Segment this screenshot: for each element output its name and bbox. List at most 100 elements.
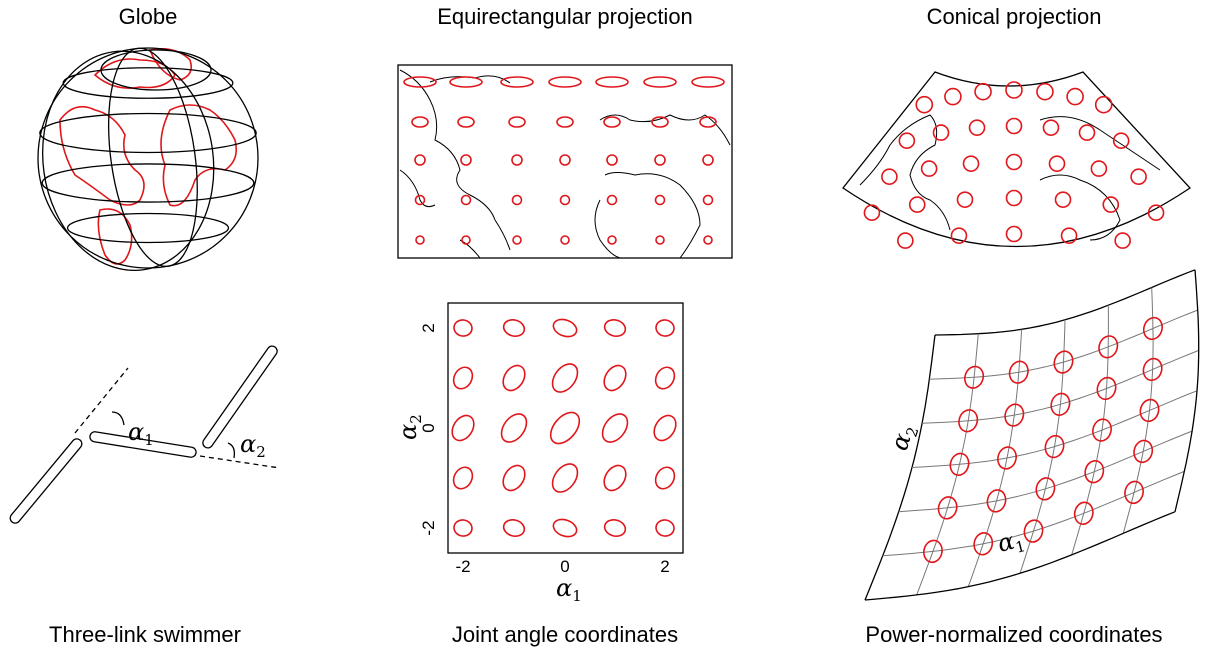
indicatrix [461, 155, 471, 165]
panel-title: Three-link swimmer [49, 622, 241, 647]
indicatrix [557, 117, 573, 127]
reference-line [75, 368, 128, 433]
indicatrices [404, 77, 724, 244]
map-frame [398, 65, 732, 258]
globe-outline [38, 48, 258, 268]
indicatrix [549, 77, 581, 87]
subscript: 2 [407, 414, 425, 424]
subscript: 1 [572, 587, 582, 605]
indicatrix [964, 156, 979, 171]
indicatrix [945, 89, 961, 105]
panel-title: Joint angle coordinates [452, 622, 678, 647]
coastlines [400, 70, 730, 258]
indicatrix [547, 359, 582, 397]
globe [29, 40, 258, 282]
subscript: 1 [144, 431, 154, 449]
indicatrix [703, 155, 713, 165]
indicatrix [692, 77, 724, 87]
indicatrix [607, 155, 617, 165]
indicatrices [448, 316, 681, 539]
indicatrix [644, 77, 676, 87]
indicatrix [604, 117, 620, 127]
indicatrix [600, 362, 631, 395]
indicatrix [1149, 205, 1164, 220]
indicatrix [655, 319, 676, 338]
indicatrix [450, 464, 476, 492]
parallel [42, 164, 254, 202]
indicatrix [1007, 119, 1022, 134]
indicatrix [603, 318, 627, 339]
indicatrix [453, 519, 474, 538]
indicatrix [462, 236, 470, 244]
indicatrix [415, 155, 425, 165]
indicatrix [509, 117, 525, 127]
x-axis-label: α1 [995, 524, 1027, 560]
indicatrix [596, 77, 628, 87]
indicatrix [1067, 89, 1083, 105]
indicatrix [1079, 125, 1094, 140]
symbol: α [240, 430, 256, 458]
indicatrix [652, 464, 678, 492]
indicatrix [898, 233, 913, 248]
indicatrix [458, 117, 474, 127]
panel-title: Power-normalized coordinates [865, 622, 1162, 647]
indicatrix [448, 412, 479, 445]
x-tick-label: -2 [455, 557, 470, 576]
indicatrix [975, 84, 991, 100]
indicatrix [547, 459, 582, 497]
indicatrix [882, 169, 897, 184]
grid-border [865, 335, 935, 600]
symbol: α [128, 418, 144, 446]
indicatrix [899, 133, 914, 148]
symbol: α [556, 574, 572, 602]
indicatrix [1049, 156, 1064, 171]
continent [60, 107, 144, 205]
indicatrix [656, 196, 665, 205]
indicatrix [499, 462, 530, 495]
panel-title: Globe [119, 4, 178, 29]
indicatrix [656, 236, 664, 244]
x-tick-label: 2 [660, 557, 669, 576]
indicatrix [910, 197, 925, 212]
indicatrix [652, 117, 668, 127]
indicatrix [551, 316, 579, 339]
x-axis-label: α1 [556, 574, 582, 605]
indicatrix [560, 155, 570, 165]
figure: Globe Equirectangular projection Conical… [0, 0, 1226, 652]
y-tick-label: 2 [419, 323, 438, 332]
link [8, 437, 84, 525]
indicatrix [608, 196, 617, 205]
grid-line [1020, 320, 1065, 574]
indicatrix [650, 412, 681, 445]
continent [161, 105, 236, 206]
indicatrix [1007, 191, 1022, 206]
indicatrix [551, 516, 579, 539]
indicatrix [603, 518, 627, 539]
indicatrix [561, 236, 569, 244]
y-tick-label: -2 [419, 520, 438, 535]
indicatrix [970, 120, 985, 135]
indicatrix [934, 125, 949, 140]
indicatrix [655, 155, 665, 165]
indicatrix [608, 236, 616, 244]
indicatrix [412, 117, 428, 127]
indicatrix [1096, 97, 1112, 113]
indicatrix [453, 319, 474, 338]
indicatrix [1007, 227, 1022, 242]
indicatrix [499, 362, 530, 395]
indicatrix [1056, 192, 1071, 207]
indicatrix [502, 518, 526, 539]
indicatrix [561, 196, 570, 205]
indicatrix [1043, 120, 1058, 135]
indicatrix [545, 407, 585, 449]
indicatrix [704, 196, 713, 205]
indicatrix [916, 97, 932, 113]
symbol: α [394, 424, 422, 440]
indicatrix [1131, 169, 1146, 184]
indicatrix [512, 155, 522, 165]
parallel [40, 114, 256, 153]
indicatrix [496, 409, 531, 447]
indicatrix [462, 196, 471, 205]
subscript: 2 [256, 443, 266, 461]
indicatrix [704, 236, 712, 244]
